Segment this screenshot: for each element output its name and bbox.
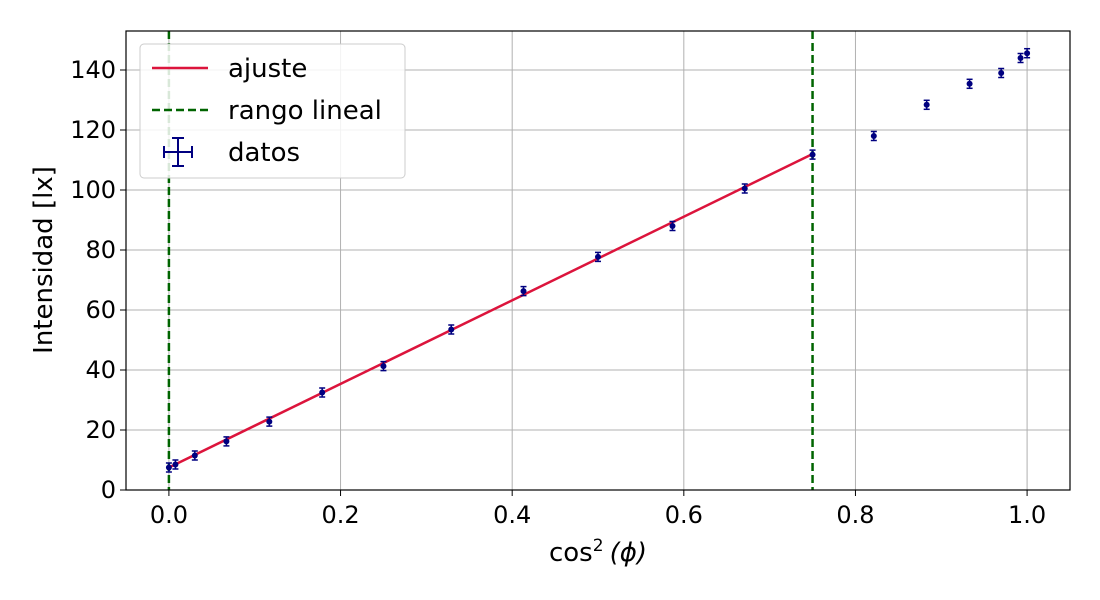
- x-tick-label: 0.6: [665, 501, 703, 529]
- data-marker: [923, 101, 930, 108]
- data-marker: [809, 151, 816, 158]
- data-marker: [870, 133, 877, 139]
- data-point: [923, 99, 930, 111]
- plot-area: [165, 31, 1031, 490]
- data-point: [266, 416, 273, 427]
- x-tick-label: 0.0: [150, 501, 188, 529]
- data-marker: [172, 461, 179, 468]
- y-tick-label: 40: [85, 356, 116, 384]
- fit-line: [168, 152, 814, 469]
- data-point: [1024, 47, 1031, 59]
- data-marker: [266, 418, 273, 425]
- data-marker: [223, 438, 230, 445]
- y-tick-label: 120: [70, 116, 116, 144]
- data-point: [998, 67, 1005, 79]
- x-axis-label: cos2 (ϕ): [549, 536, 647, 568]
- legend-label-datos: datos: [228, 138, 300, 168]
- data-point: [191, 450, 198, 461]
- data-point: [870, 130, 877, 142]
- data-marker: [165, 464, 172, 471]
- data-point: [809, 149, 816, 160]
- data-point: [223, 436, 230, 447]
- legend-label-ajuste: ajuste: [228, 54, 307, 84]
- data-marker: [741, 185, 748, 192]
- x-tick-label: 0.2: [321, 501, 359, 529]
- data-marker: [1024, 50, 1031, 57]
- data-point: [165, 462, 172, 473]
- data-marker: [380, 363, 387, 370]
- y-tick-label: 80: [85, 236, 116, 264]
- legend-swatch-datos: [163, 137, 193, 167]
- y-tick-label: 20: [85, 416, 116, 444]
- data-marker: [966, 80, 973, 87]
- data-marker: [1017, 55, 1024, 61]
- x-tick-label: 1.0: [1008, 501, 1046, 529]
- data-marker: [319, 389, 326, 396]
- data-point: [172, 459, 179, 470]
- data-point: [448, 324, 455, 335]
- x-tick-label: 0.4: [493, 501, 531, 529]
- plot-frame: [125, 30, 1071, 491]
- y-tick-label: 100: [70, 176, 116, 204]
- axis-ticks: 0.0 0.2 0.4 0.6 0.8 1.0 0 20 40 60 80 100 120 140: [70, 56, 1046, 529]
- data-point: [669, 220, 676, 232]
- y-tick-label: 0: [101, 476, 116, 504]
- legend-label-rango-lineal: rango lineal: [228, 96, 382, 126]
- data-point: [595, 251, 601, 263]
- x-tick-label: 0.8: [836, 501, 874, 529]
- grid: [126, 31, 1070, 491]
- data-marker: [191, 452, 198, 459]
- data-point: [520, 285, 527, 297]
- data-point: [966, 78, 973, 90]
- data-point: [319, 387, 326, 398]
- legend-box: [139, 43, 406, 179]
- data-marker: [595, 253, 601, 260]
- data-marker: [998, 70, 1005, 76]
- y-axis-label: Intensidad [lx]: [29, 166, 59, 354]
- data-marker: [520, 288, 527, 295]
- data-marker: [669, 223, 676, 229]
- legend: ajuste rango lineal datos: [139, 43, 406, 179]
- data-point: [380, 360, 387, 372]
- y-tick-label: 140: [70, 56, 116, 84]
- data-point: [1017, 52, 1024, 64]
- y-tick-label: 60: [85, 296, 116, 324]
- data-marker: [448, 326, 455, 333]
- data-point: [741, 183, 748, 194]
